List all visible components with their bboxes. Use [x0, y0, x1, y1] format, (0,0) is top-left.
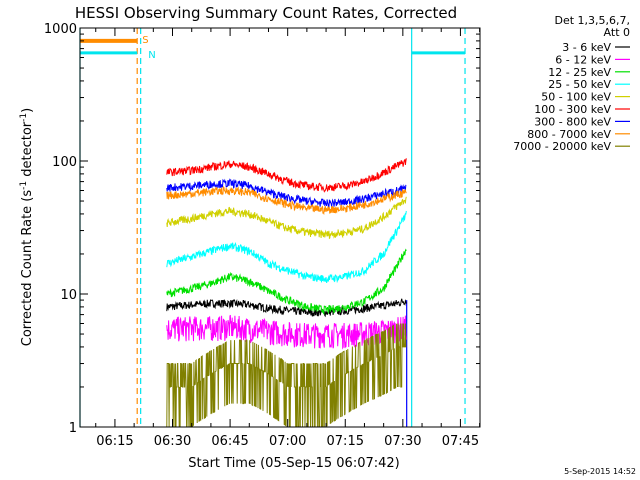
- x-tick-label-1: 06:30: [154, 434, 191, 449]
- chart-title: HESSI Observing Summary Count Rates, Cor…: [75, 4, 457, 22]
- footer-timestamp: 5-Sep-2015 14:52: [564, 467, 636, 476]
- legend-label-7: 800 - 7000 keV: [527, 128, 611, 141]
- plot-area: SN: [79, 28, 466, 428]
- legend-label-2: 12 - 25 keV: [548, 66, 611, 79]
- legend-label-6: 300 - 800 keV: [534, 115, 611, 128]
- x-tick-label-4: 07:15: [327, 434, 364, 449]
- x-tick-label-6: 07:45: [442, 434, 479, 449]
- s-label: S: [142, 35, 148, 46]
- n-label: N: [148, 50, 155, 61]
- series-line-7: [166, 186, 407, 216]
- x-axis-label: Start Time (05-Sep-15 06:07:42): [188, 456, 399, 471]
- legend-label-4: 50 - 100 keV: [541, 91, 611, 104]
- y-axis-label: Corrected Count Rate (s-1 detector-1): [19, 108, 35, 346]
- series-line-0: [166, 298, 407, 318]
- y-tick-label-2: 100: [52, 155, 77, 170]
- x-tick-label-2: 06:45: [211, 434, 248, 449]
- y-tick-label-3: 1000: [44, 22, 77, 37]
- legend-label-3: 25 - 50 keV: [548, 78, 611, 91]
- series-line-4: [166, 196, 407, 240]
- legend-label-8: 7000 - 20000 keV: [513, 140, 611, 153]
- x-tick-label-5: 07:30: [384, 434, 421, 449]
- legend-header-line-1: Det 1,3,5,6,7,: [554, 14, 630, 27]
- series-line-2: [166, 248, 407, 316]
- axis-ticks: 06:15 06:30 06:45 07:00 07:15 07:30 07:45 1 10 10…: [44, 22, 481, 449]
- series-line-8: [166, 323, 407, 428]
- y-tick-label-1: 10: [60, 288, 77, 303]
- legend-label-5: 100 - 300 keV: [534, 103, 611, 116]
- series-line-5: [166, 158, 407, 193]
- series-line-6: [166, 178, 407, 208]
- x-tick-label-3: 07:00: [269, 434, 306, 449]
- x-tick-label-0: 06:15: [96, 434, 133, 449]
- legend-header-line-2: Att 0: [604, 26, 630, 39]
- legend-label-1: 6 - 12 keV: [555, 53, 611, 66]
- series-line-1: [166, 314, 407, 350]
- axes-frame: [79, 27, 481, 428]
- legend-label-0: 3 - 6 keV: [562, 41, 611, 54]
- series-line-3: [166, 210, 407, 284]
- y-tick-label-0: 1: [69, 421, 77, 436]
